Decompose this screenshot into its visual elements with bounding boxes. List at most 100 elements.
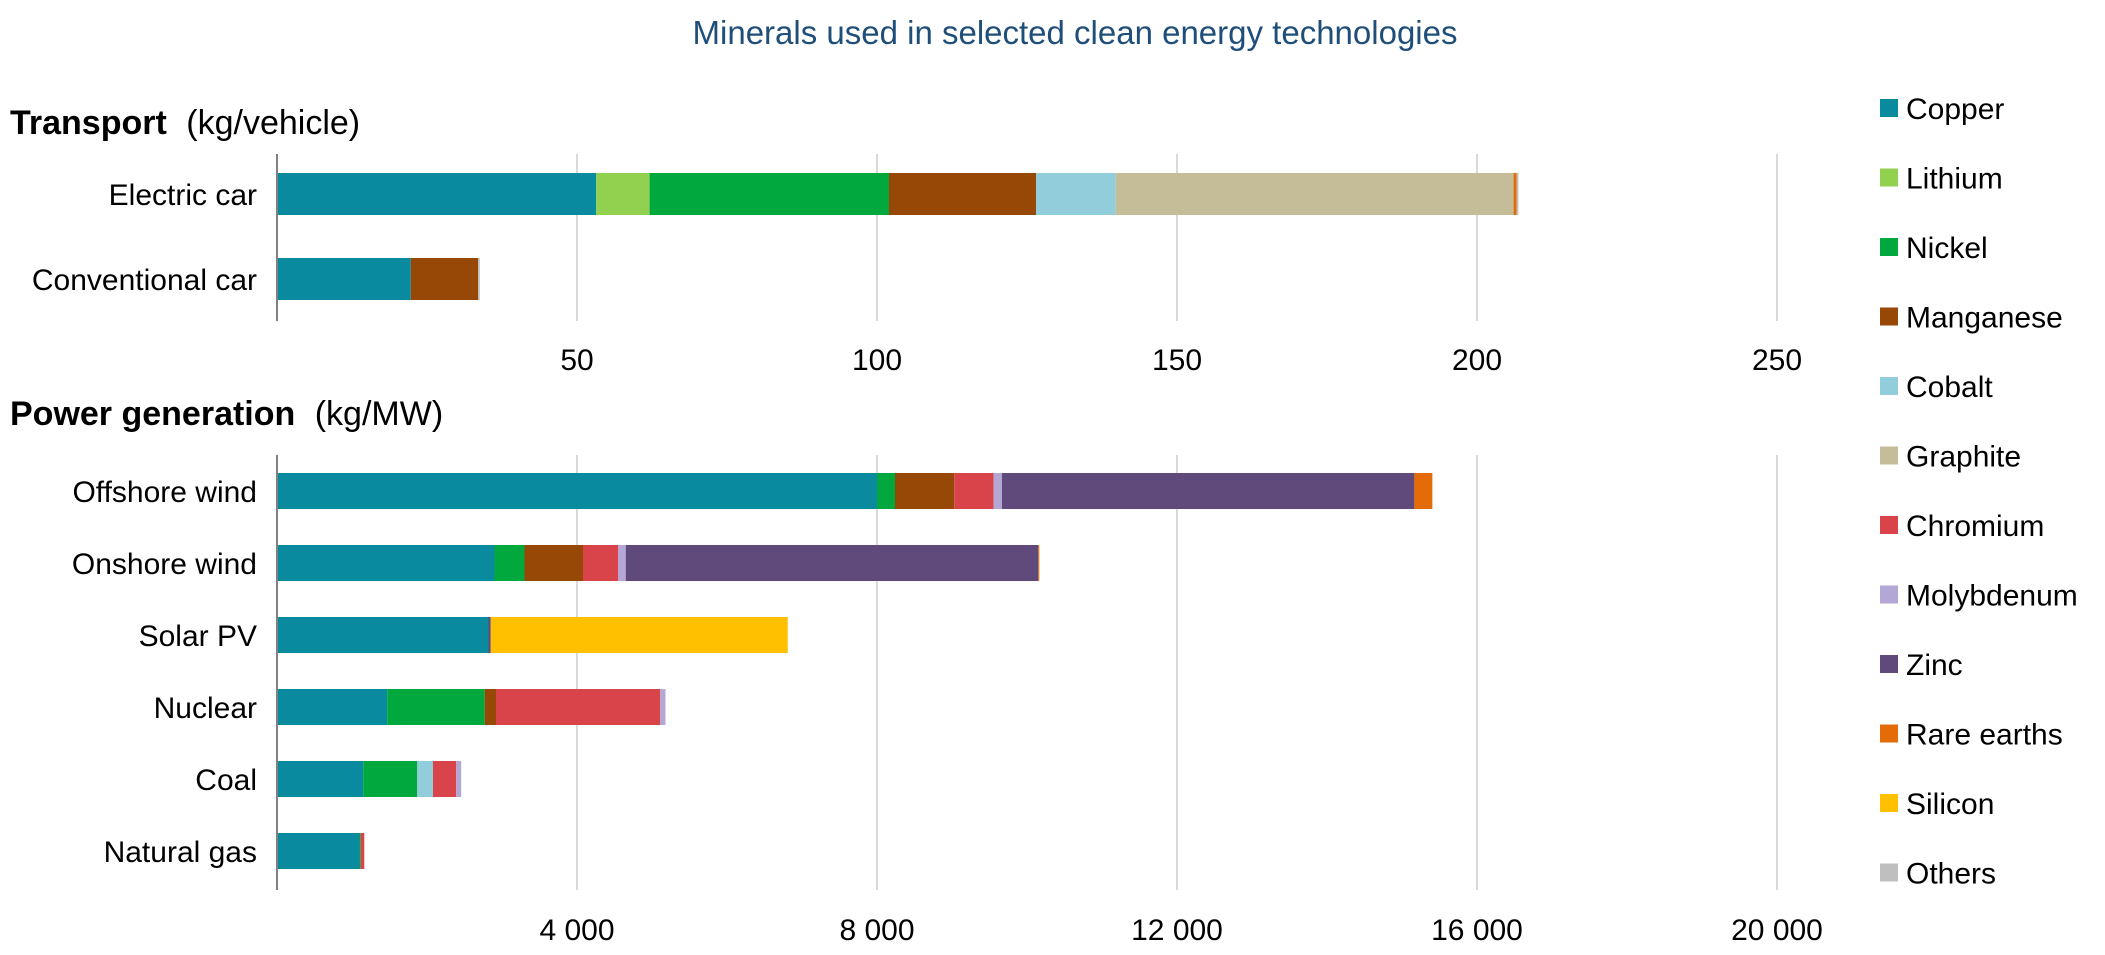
power-x-tick-label: 12 000 [1131, 914, 1223, 947]
transport-panel-title-unit: (kg/vehicle) [186, 104, 360, 142]
legend-item-nickel: Nickel [1880, 232, 1988, 265]
legend-label: Molybdenum [1906, 580, 2078, 613]
legend-swatch [1880, 99, 1898, 117]
legend-label: Others [1906, 858, 1996, 891]
power-category-label: Onshore wind [72, 548, 257, 581]
transport-category-label: Conventional car [32, 264, 257, 297]
transport-bars [277, 173, 1519, 300]
power-bar-onshore-wind-molybdenum [618, 545, 626, 581]
legend-label: Chromium [1906, 510, 2044, 543]
legend-swatch [1880, 168, 1898, 187]
legend-swatch [1880, 794, 1898, 812]
legend-label: Cobalt [1906, 371, 1993, 404]
transport-bar-electric-car-nickel [649, 173, 889, 215]
legend: Copper Lithium Nickel Manganese Cobalt Graphi… [1880, 93, 2078, 891]
power-panel-title-bold: Power generation [10, 395, 295, 433]
legend-item-silicon: Silicon [1880, 788, 1994, 821]
transport-bar-electric-car-rare-earths [1513, 173, 1517, 215]
transport-bar-conventional-car-others [478, 258, 480, 300]
legend-item-rare-earths: Rare earths [1880, 719, 2063, 752]
transport-bar-conventional-car-copper [277, 258, 411, 300]
legend-item-zinc: Zinc [1880, 649, 1963, 682]
power-bar-onshore-wind-chromium [583, 545, 619, 581]
power-bar-coal-chromium [433, 761, 457, 797]
power-category-label: Solar PV [139, 620, 257, 653]
legend-item-graphite: Graphite [1880, 441, 2021, 474]
legend-item-lithium: Lithium [1880, 163, 2003, 196]
transport-panel: Transport (kg/vehicle) Electric car Conve… [10, 104, 1802, 377]
transport-x-tick-label: 250 [1752, 344, 1802, 377]
power-bar-natural-gas-chromium [360, 833, 365, 869]
transport-bar-conventional-car-manganese [410, 258, 478, 300]
transport-x-tick-label: 150 [1152, 344, 1202, 377]
power-panel-title-unit: (kg/MW) [315, 395, 443, 433]
transport-panel-title-bold: Transport [10, 104, 167, 142]
legend-label: Rare earths [1906, 719, 2063, 752]
transport-panel-title: Transport (kg/vehicle) [10, 104, 360, 142]
power-bar-solar-pv-zinc [488, 617, 491, 653]
transport-bar-electric-car-manganese [889, 173, 1036, 215]
power-bar-nuclear-manganese [484, 689, 496, 725]
transport-x-tick-label: 100 [852, 344, 902, 377]
legend-swatch [1880, 724, 1898, 743]
legend-item-others: Others [1880, 858, 1996, 891]
legend-swatch [1880, 585, 1898, 604]
transport-category-labels: Electric car Conventional car [32, 179, 257, 297]
transport-x-tick-label: 50 [560, 344, 593, 377]
transport-bar-electric-car-copper [277, 173, 597, 215]
power-x-tick-label: 8 000 [839, 914, 914, 947]
legend-label: Nickel [1906, 232, 1988, 265]
power-x-tick-label: 16 000 [1431, 914, 1523, 947]
legend-swatch [1880, 655, 1898, 673]
legend-swatch [1880, 863, 1898, 882]
power-bar-coal-molybdenum [456, 761, 462, 797]
transport-category-label: Electric car [109, 179, 257, 212]
power-x-tick-labels: 4 000 8 000 12 000 16 000 20 000 [539, 914, 1822, 947]
power-bar-offshore-wind-molybdenum [993, 473, 1002, 509]
power-x-tick-label: 4 000 [539, 914, 614, 947]
power-bar-onshore-wind-nickel [494, 545, 525, 581]
legend-label: Lithium [1906, 163, 2003, 196]
transport-x-tick-label: 200 [1452, 344, 1502, 377]
power-bar-nuclear-chromium [496, 689, 661, 725]
power-panel-title: Power generation (kg/MW) [10, 395, 443, 433]
legend-swatch [1880, 446, 1898, 465]
power-gridlines [576, 455, 1778, 890]
legend-label: Manganese [1906, 302, 2063, 335]
legend-label: Silicon [1906, 788, 1994, 821]
legend-label: Graphite [1906, 441, 2021, 474]
legend-swatch [1880, 307, 1898, 326]
power-bar-coal-nickel [363, 761, 418, 797]
power-bar-solar-pv-silicon [490, 617, 788, 653]
power-category-label: Offshore wind [72, 476, 257, 509]
transport-bar-electric-car-graphite [1115, 173, 1514, 215]
legend-item-manganese: Manganese [1880, 302, 2063, 335]
power-bar-onshore-wind-zinc [625, 545, 1039, 581]
power-bar-offshore-wind-zinc [1001, 473, 1415, 509]
power-bar-solar-pv-copper [277, 617, 489, 653]
power-bar-nuclear-molybdenum [660, 689, 666, 725]
power-bar-coal-cobalt [417, 761, 433, 797]
power-bar-natural-gas-copper [277, 833, 360, 869]
power-bar-coal-copper [277, 761, 364, 797]
transport-x-tick-labels: 50 100 150 200 250 [560, 344, 1802, 377]
transport-bar-electric-car-others [1516, 173, 1519, 215]
power-bar-onshore-wind-manganese [524, 545, 583, 581]
power-bar-offshore-wind-chromium [954, 473, 994, 509]
power-x-tick-label: 20 000 [1731, 914, 1823, 947]
power-category-label: Nuclear [154, 692, 257, 725]
legend-swatch [1880, 238, 1898, 256]
power-bar-onshore-wind-copper [277, 545, 495, 581]
power-bar-offshore-wind-manganese [895, 473, 955, 509]
power-bar-offshore-wind-copper [277, 473, 877, 509]
legend-item-chromium: Chromium [1880, 510, 2044, 543]
legend-item-copper: Copper [1880, 93, 2004, 126]
power-bars [277, 473, 1433, 869]
legend-item-molybdenum: Molybdenum [1880, 580, 2078, 613]
legend-swatch [1880, 377, 1898, 395]
chart-title: Minerals used in selected clean energy t… [693, 14, 1458, 51]
legend-item-cobalt: Cobalt [1880, 371, 1993, 404]
power-bar-nuclear-copper [277, 689, 388, 725]
power-bar-nuclear-nickel [387, 689, 485, 725]
